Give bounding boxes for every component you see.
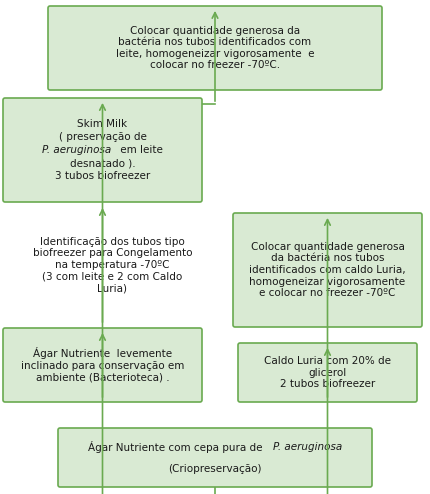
FancyBboxPatch shape bbox=[3, 98, 202, 202]
Text: P. aeruginosa: P. aeruginosa bbox=[273, 442, 342, 452]
Text: Skim Milk: Skim Milk bbox=[77, 119, 128, 129]
Text: (Criopreservação): (Criopreservação) bbox=[168, 463, 262, 474]
Text: P. aeruginosa: P. aeruginosa bbox=[42, 145, 111, 155]
FancyBboxPatch shape bbox=[238, 343, 417, 402]
FancyBboxPatch shape bbox=[58, 428, 372, 487]
FancyBboxPatch shape bbox=[233, 213, 422, 327]
FancyBboxPatch shape bbox=[3, 328, 202, 402]
Text: Colocar quantidade generosa da
bactéria nos tubos identificados com
leite, homog: Colocar quantidade generosa da bactéria … bbox=[116, 26, 314, 71]
Text: 3 tubos biofreezer: 3 tubos biofreezer bbox=[55, 171, 150, 181]
Text: ( preservação de: ( preservação de bbox=[58, 132, 147, 142]
Text: Caldo Luria com 20% de
glicerol
2 tubos biofreezer: Caldo Luria com 20% de glicerol 2 tubos … bbox=[264, 356, 391, 389]
Text: Ágar Nutriente  levemente
inclinado para conservação em
ambiente (Bacterioteca) : Ágar Nutriente levemente inclinado para … bbox=[21, 347, 184, 382]
Text: Colocar quantidade generosa
da bactéria nos tubos
identificados com caldo Luria,: Colocar quantidade generosa da bactéria … bbox=[249, 242, 406, 298]
Text: Identificação dos tubos tipo
biofreezer para Congelamento
na temperatura -70ºC
(: Identificação dos tubos tipo biofreezer … bbox=[33, 237, 192, 293]
FancyBboxPatch shape bbox=[48, 6, 382, 90]
Text: em leite: em leite bbox=[117, 145, 163, 155]
Text: desnatado ).: desnatado ). bbox=[70, 158, 135, 168]
Text: Ágar Nutriente com cepa pura de: Ágar Nutriente com cepa pura de bbox=[89, 441, 266, 453]
